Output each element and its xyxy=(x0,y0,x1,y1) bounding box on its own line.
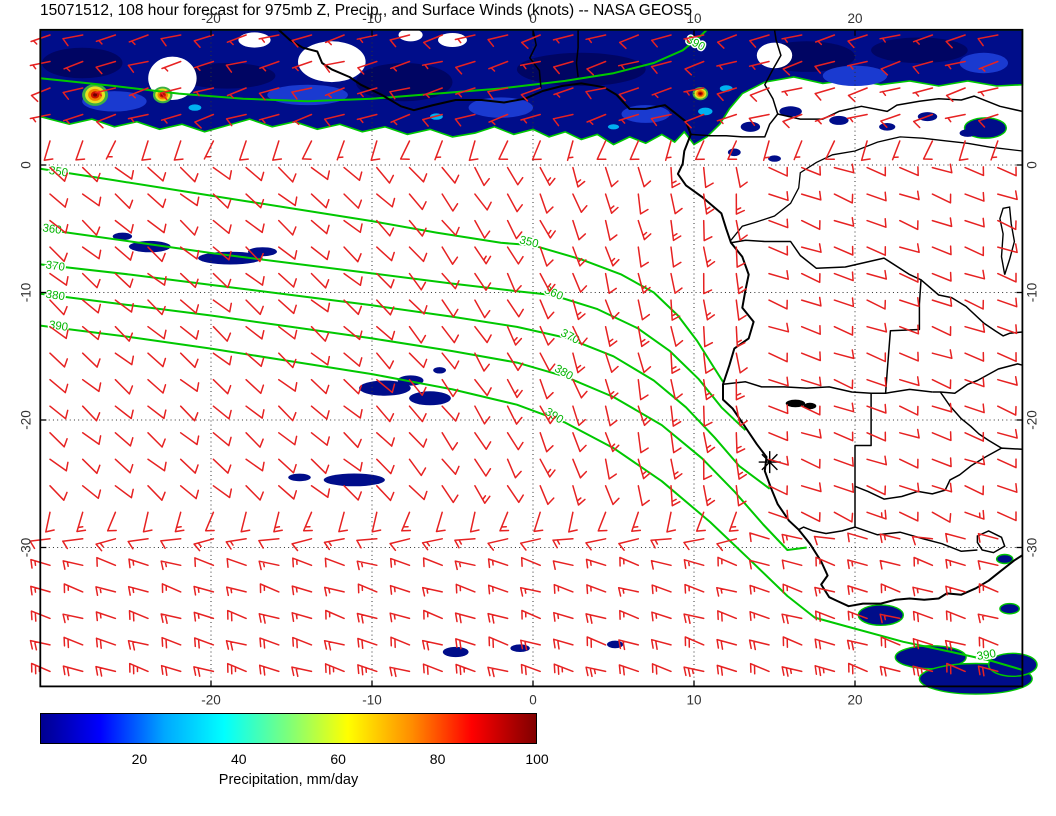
precip-dark-patch xyxy=(871,37,968,64)
x-tick-label-top: 20 xyxy=(847,11,862,26)
colorbar: 20 40 60 80 100 Precipitation, mm/day xyxy=(40,713,549,788)
height-contour-380 xyxy=(40,292,807,551)
precip-blob xyxy=(112,232,133,241)
y-tick-label-left: 0 xyxy=(18,161,33,169)
y-tick-label-right: -20 xyxy=(1024,410,1039,430)
colorbar-tick-label: 20 xyxy=(131,751,148,767)
precip-gap xyxy=(398,28,423,42)
colorbar-tick-labels: 20 40 60 80 100 xyxy=(40,751,549,771)
country-border xyxy=(777,95,1023,120)
precip-gap xyxy=(298,41,366,83)
salt-pan xyxy=(785,399,806,408)
contour-label: 350 xyxy=(48,165,69,180)
contour-label: 390 xyxy=(48,319,69,334)
x-tick-label-bottom: 10 xyxy=(686,692,701,707)
precip-blob xyxy=(323,473,385,487)
contour-label: 380 xyxy=(45,289,66,304)
precip-blob xyxy=(409,391,451,406)
contour-label: 360 xyxy=(42,222,63,237)
map-frame xyxy=(39,28,1024,688)
africa-coastline xyxy=(277,29,1023,608)
height-contour-390 xyxy=(40,324,1023,671)
lesotho-border xyxy=(976,530,1006,554)
colorbar-tick-label: 80 xyxy=(429,751,446,767)
precipitation-layer xyxy=(39,28,1038,695)
marker-layer xyxy=(758,451,781,474)
x-tick-label-bottom: 0 xyxy=(529,692,537,707)
precip-blob xyxy=(959,129,976,137)
x-tick-label-top: 10 xyxy=(686,11,701,26)
precip-blob xyxy=(768,155,781,162)
country-border xyxy=(932,363,1023,394)
precip-blob xyxy=(740,121,761,132)
congo-river xyxy=(730,136,1023,241)
contour-label: 390 xyxy=(976,648,997,663)
y-tick-label-right: -10 xyxy=(1024,283,1039,303)
precip-hot-spot xyxy=(699,92,702,95)
precip-dark-patch xyxy=(41,47,123,79)
height-contour-360 xyxy=(40,227,747,431)
precip-blob xyxy=(433,367,446,374)
precip-blob xyxy=(999,602,1020,615)
lake-tanganyika xyxy=(999,206,1016,275)
precip-gap xyxy=(438,33,467,47)
frame-layer: -20 -20 -10 -10 0 0 10 10 20 20 0 0 -10 -10 -20 -20 -30 -… xyxy=(18,11,1039,708)
precip-blob xyxy=(198,251,263,265)
precip-light-patch xyxy=(822,65,888,87)
x-tick-label-bottom: -10 xyxy=(362,692,382,707)
salt-pan xyxy=(803,402,817,410)
precip-cyan-speck xyxy=(698,107,713,116)
precip-blob xyxy=(288,473,311,482)
colorbar-gradient xyxy=(40,713,537,744)
graticule-layer xyxy=(40,29,1023,687)
contour-label: 370 xyxy=(45,259,66,274)
location-marker-star xyxy=(758,451,781,474)
precip-blob xyxy=(510,644,530,652)
precip-dark-patch xyxy=(516,52,646,86)
country-border xyxy=(722,381,933,394)
height-contour-390 xyxy=(40,29,708,103)
height-contour-350 xyxy=(40,167,724,383)
precip-light-patch xyxy=(468,97,533,118)
country-border xyxy=(529,29,542,89)
x-tick-label-bottom: 20 xyxy=(847,692,862,707)
plot-title: 15071512, 108 hour forecast for 975mb Z,… xyxy=(40,2,693,19)
country-border xyxy=(920,279,1023,337)
country-border xyxy=(730,239,922,394)
y-tick-label-left: -20 xyxy=(18,410,33,430)
geography-layer xyxy=(277,29,1023,608)
precip-blob xyxy=(248,247,277,257)
colorbar-tick-label: 60 xyxy=(330,751,346,767)
country-border xyxy=(854,526,978,553)
precip-blob xyxy=(442,646,469,658)
x-tick-label-top: 0 xyxy=(529,11,537,26)
x-tick-label-bottom: -20 xyxy=(201,692,221,707)
colorbar-tick-label: 40 xyxy=(231,751,247,767)
contour-label: 350 xyxy=(518,234,540,250)
precip-blob xyxy=(829,115,849,125)
y-tick-label-left: -10 xyxy=(18,283,33,303)
precip-gap xyxy=(238,32,271,48)
y-tick-label-right: -30 xyxy=(1024,538,1039,558)
y-tick-label-right: 0 xyxy=(1024,161,1039,169)
y-tick-label-left: -30 xyxy=(18,538,33,558)
precip-cyan-speck xyxy=(607,124,620,130)
precip-light-patch xyxy=(959,52,1008,74)
colorbar-label: Precipitation, mm/day xyxy=(218,772,359,788)
x-tick-label-top: -10 xyxy=(362,11,382,26)
precip-hot-spot xyxy=(93,93,98,97)
precip-dark-patch xyxy=(178,63,276,89)
country-border xyxy=(575,29,579,78)
colorbar-tick-label: 100 xyxy=(525,751,549,767)
x-tick-label-top: -20 xyxy=(201,11,221,26)
precip-dark-patch xyxy=(355,63,453,102)
precip-gap xyxy=(756,42,793,69)
precip-blob xyxy=(995,553,1014,565)
precip-blob xyxy=(779,106,802,117)
precip-blob xyxy=(987,652,1038,677)
precip-cyan-speck xyxy=(188,104,202,111)
